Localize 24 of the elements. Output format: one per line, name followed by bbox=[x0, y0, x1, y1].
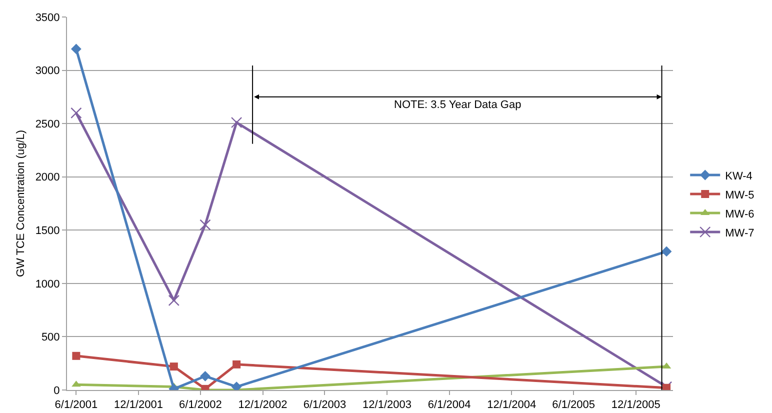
y-tick-label: 3000 bbox=[35, 65, 60, 78]
y-tick-label: 1000 bbox=[35, 278, 60, 290]
y-tick-label: 2500 bbox=[35, 118, 60, 130]
y-tick-label: 0 bbox=[54, 384, 60, 397]
y-tick-label: 2000 bbox=[35, 172, 60, 184]
x-tick-label: 6/1/2005 bbox=[552, 399, 596, 412]
y-axis-title: GW TCE Concentration (ug/L) bbox=[14, 130, 27, 278]
legend-label: MW-6 bbox=[725, 208, 754, 220]
x-tick-label: 12/1/2004 bbox=[487, 399, 536, 412]
y-tick-label: 1500 bbox=[35, 224, 60, 237]
y-tick-label: 500 bbox=[41, 332, 60, 344]
legend-label: MW-7 bbox=[725, 227, 754, 240]
x-tick-label: 6/1/2004 bbox=[428, 399, 471, 412]
x-tick-label: 6/1/2001 bbox=[54, 399, 98, 412]
x-tick-label: 6/1/2002 bbox=[179, 399, 222, 412]
x-tick-label: 6/1/2003 bbox=[303, 399, 346, 412]
legend-label: KW-4 bbox=[725, 170, 752, 182]
legend-label: MW-5 bbox=[725, 189, 754, 202]
x-tick-label: 12/1/2001 bbox=[114, 399, 163, 412]
x-tick-label: 12/1/2005 bbox=[611, 399, 660, 412]
annotation: NOTE: 3.5 Year Data Gap bbox=[394, 99, 522, 111]
x-tick-label: 12/1/2003 bbox=[362, 399, 412, 412]
x-tick-label: 12/1/2002 bbox=[238, 399, 288, 412]
y-tick-label: 3500 bbox=[35, 12, 60, 24]
